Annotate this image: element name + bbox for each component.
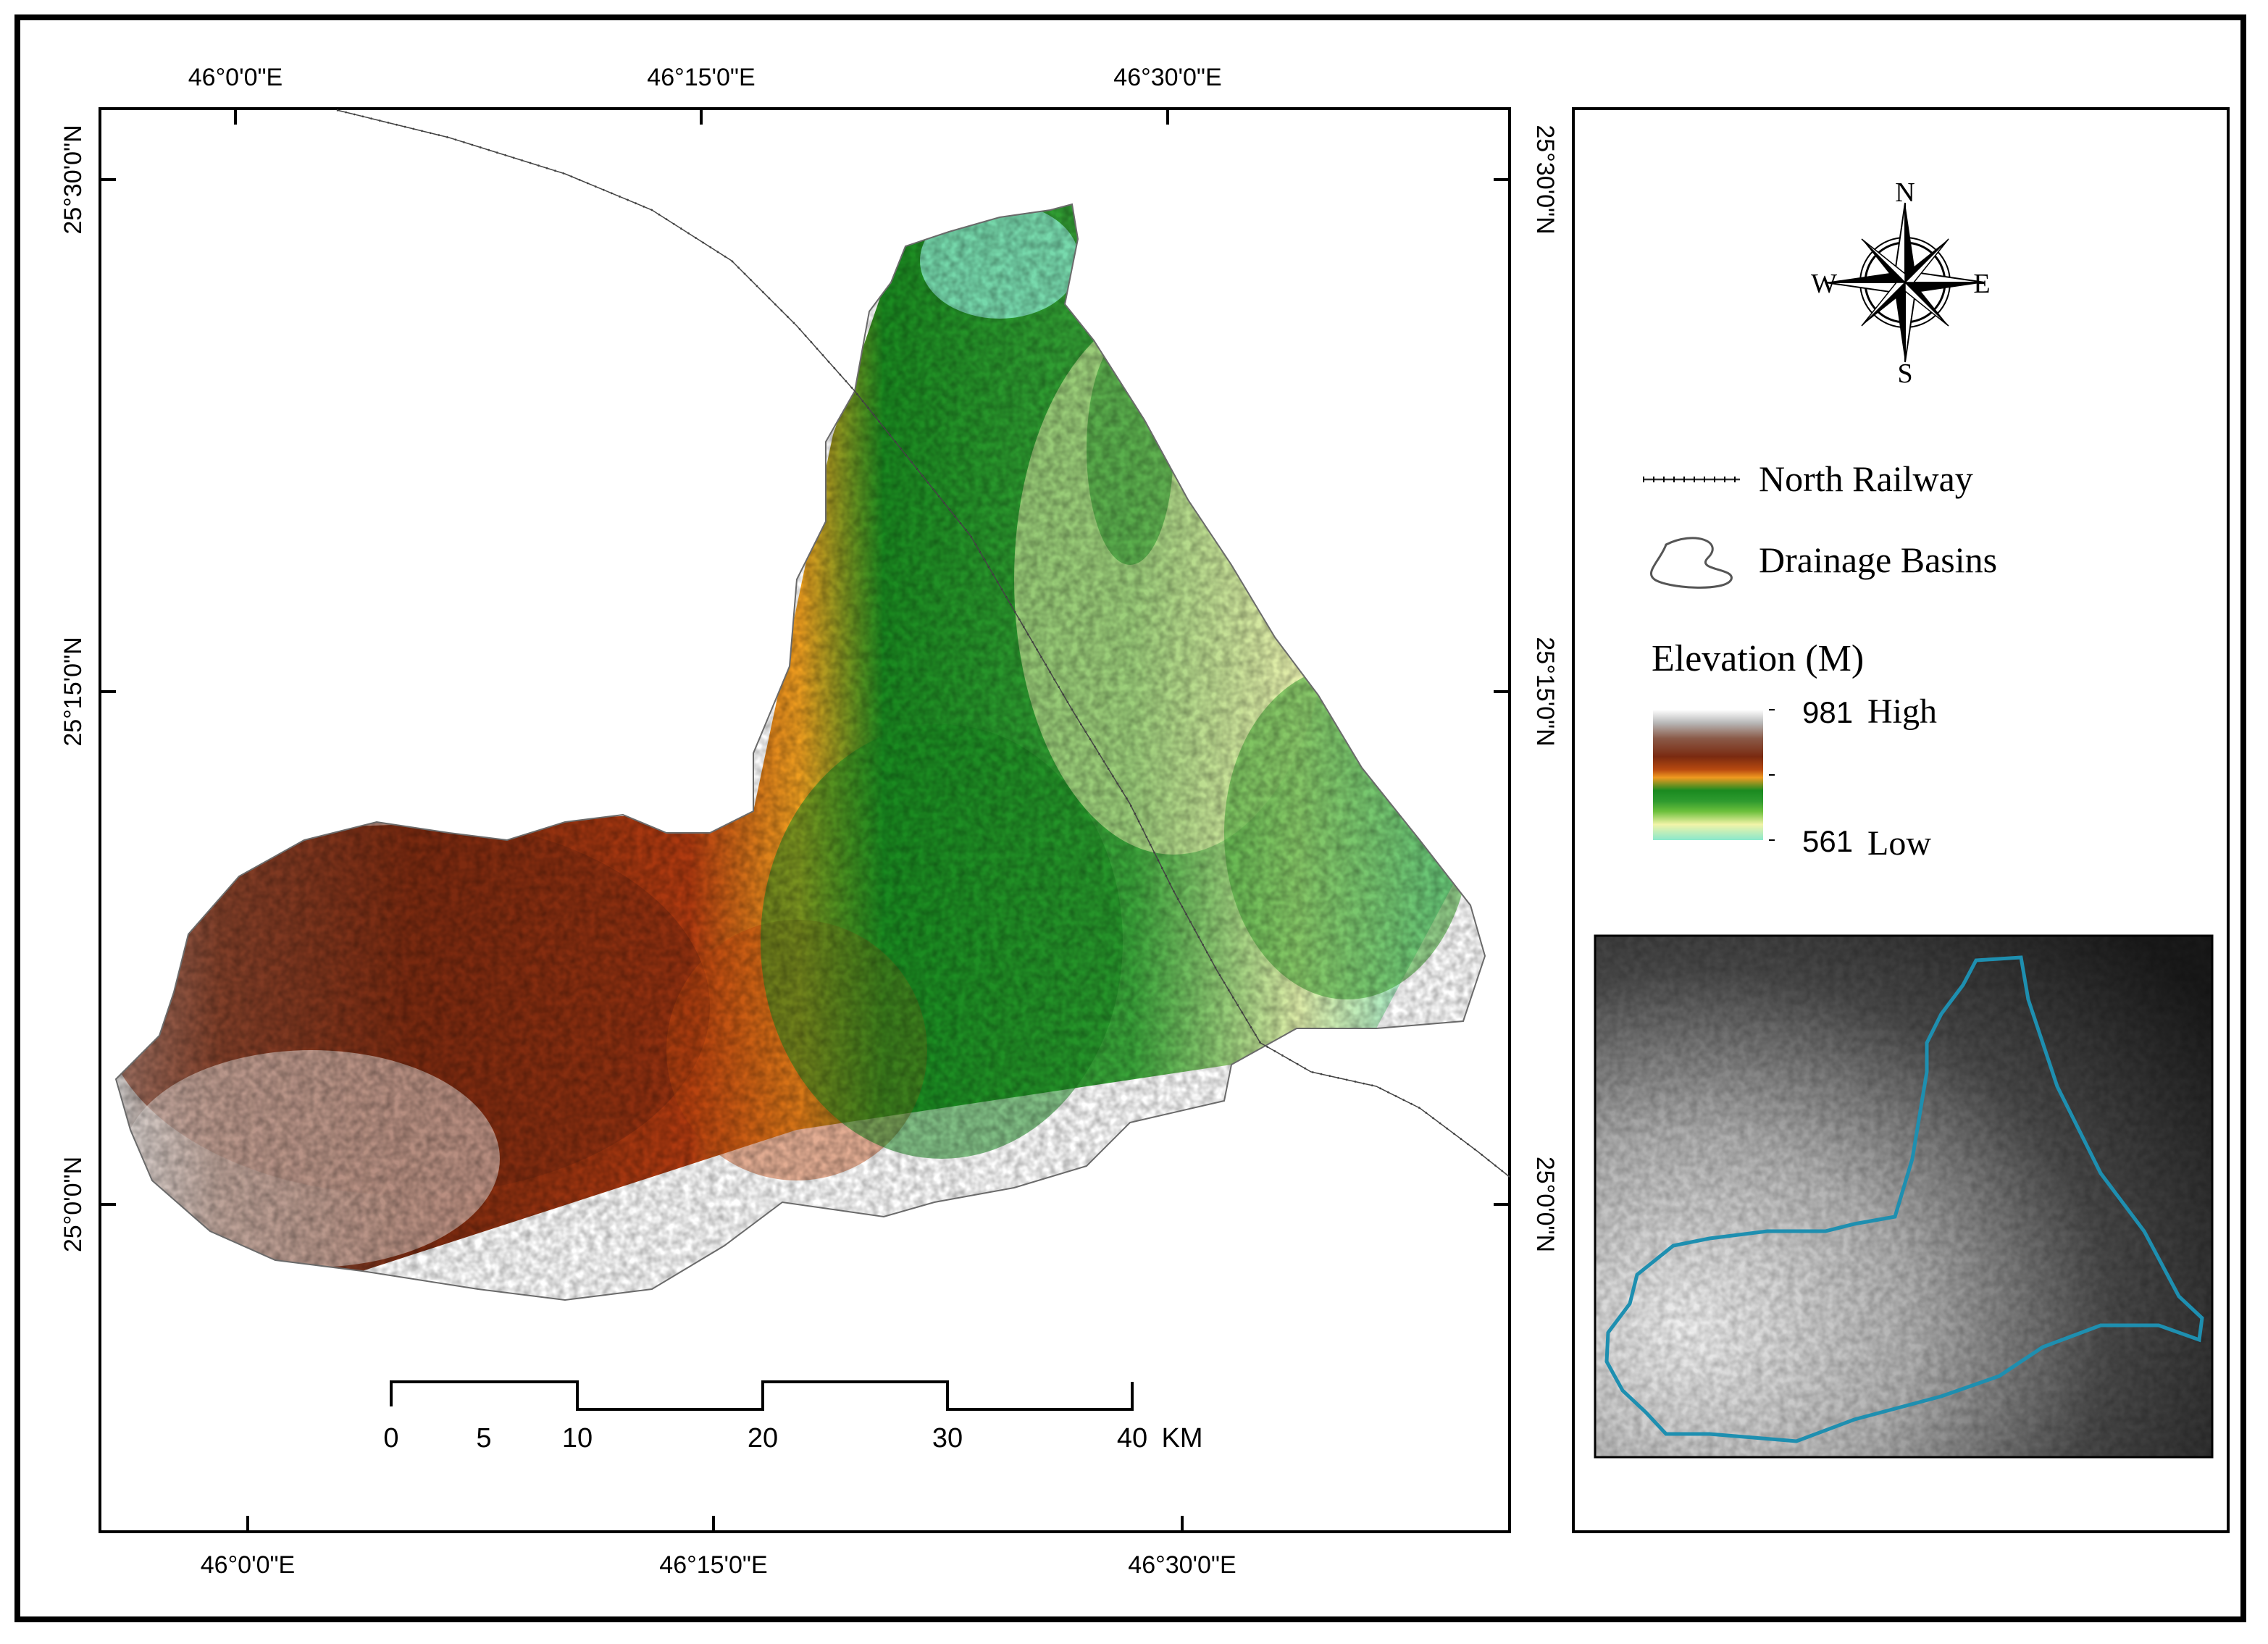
elevation-legend-title: Elevation (M) [1652, 638, 1864, 679]
lon-label-top: 46°30'0"E [1113, 64, 1221, 91]
elevation-high-label: High [1867, 692, 1937, 731]
legend-railway-item: North Railway [1643, 458, 1973, 499]
inset-dem-texture [1595, 936, 2212, 1457]
lat-label-right: 25°30'0"N [1531, 125, 1559, 234]
elevation-low-label: Low [1867, 824, 1931, 863]
lon-label-bottom: 46°0'0"E [201, 1551, 295, 1579]
graticule-ticks [100, 109, 1510, 1532]
scale-tick-label: 0 [383, 1423, 398, 1454]
scale-unit-label: KM [1162, 1423, 1203, 1454]
scale-tick-label: 20 [748, 1423, 778, 1454]
longitude-labels-top: 46°0'0"E 46°15'0"E 46°30'0"E [188, 64, 1222, 91]
scale-tick-label: 30 [932, 1423, 963, 1454]
longitude-labels-bottom: 46°0'0"E 46°15'0"E 46°30'0"E [201, 1551, 1236, 1579]
basins-legend-label: Drainage Basins [1759, 540, 1997, 580]
inset-dem-map [1594, 934, 2214, 1459]
lat-label-left: 25°15'0"N [59, 637, 87, 746]
lat-label-left: 25°0'0"N [59, 1157, 87, 1252]
lon-label-top: 46°0'0"E [188, 64, 283, 91]
lon-label-top: 46°15'0"E [647, 64, 755, 91]
lat-label-left: 25°30'0"N [59, 125, 87, 234]
latitude-labels-left: 25°30'0"N 25°15'0"N 25°0'0"N [59, 125, 87, 1252]
scale-bar-segments [390, 1380, 1134, 1411]
compass-star-icon [1825, 202, 1985, 363]
lon-label-bottom: 46°30'0"E [1128, 1551, 1236, 1579]
compass-rose: N S E W [1811, 177, 1991, 389]
scale-tick-label: 10 [562, 1423, 593, 1454]
ramp-ticks [1769, 709, 1775, 841]
inset-basin-outline [1604, 955, 2204, 1443]
compass-w-label: W [1811, 269, 1837, 299]
lat-label-right: 25°15'0"N [1531, 637, 1559, 746]
elevation-color-ramp [1653, 710, 1763, 840]
latitude-labels-right: 25°30'0"N 25°15'0"N 25°0'0"N [1531, 125, 1559, 1252]
legend-basins-item: Drainage Basins [1649, 537, 1997, 589]
scale-tick-label: 5 [476, 1423, 491, 1454]
drainage-basin-outline [114, 203, 1486, 1301]
elevation-low-value: 561 [1802, 824, 1853, 858]
scale-tick-label: 40 [1117, 1423, 1147, 1454]
basin-symbol [1649, 537, 1733, 589]
compass-s-label: S [1897, 358, 1912, 389]
compass-e-label: E [1973, 269, 1990, 299]
lon-label-bottom: 46°15'0"E [659, 1551, 767, 1579]
scale-bar: 0 5 10 20 30 40 KM [383, 1380, 1203, 1454]
elevation-high-value: 981 [1802, 695, 1853, 729]
lat-label-right: 25°0'0"N [1531, 1157, 1559, 1252]
figure-frame [14, 14, 2246, 1622]
north-railway-line-base [336, 109, 1510, 1178]
railway-legend-label: North Railway [1759, 458, 1973, 499]
compass-n-label: N [1895, 177, 1915, 208]
